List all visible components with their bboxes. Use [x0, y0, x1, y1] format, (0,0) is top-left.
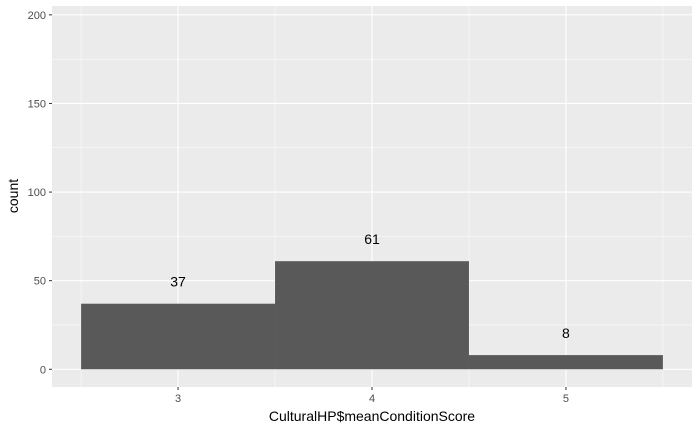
data-labels: 37 61 8: [170, 231, 570, 341]
y-tick-label: 150: [28, 98, 46, 110]
x-tick-label: 5: [563, 393, 569, 405]
x-tick-label: 3: [175, 393, 181, 405]
y-axis: 0 50 100 150 200: [28, 10, 52, 376]
y-axis-title: count: [5, 179, 21, 213]
bars: [81, 261, 663, 370]
x-axis-title: CulturalHP$meanConditionScore: [269, 408, 475, 424]
y-tick-label: 100: [28, 187, 46, 199]
y-tick-label: 0: [40, 364, 46, 376]
histogram-bar-5: [468, 355, 663, 370]
x-tick-label: 4: [369, 393, 375, 405]
bar-data-label-4: 61: [364, 231, 380, 247]
y-tick-label: 200: [28, 10, 46, 22]
histogram-bar-4: [275, 261, 469, 370]
histogram-bar-3: [81, 303, 276, 370]
bar-data-label-3: 37: [170, 274, 186, 290]
x-axis: 3 4 5: [175, 387, 569, 405]
bar-data-label-5: 8: [562, 325, 570, 341]
y-tick-label: 50: [34, 276, 46, 288]
